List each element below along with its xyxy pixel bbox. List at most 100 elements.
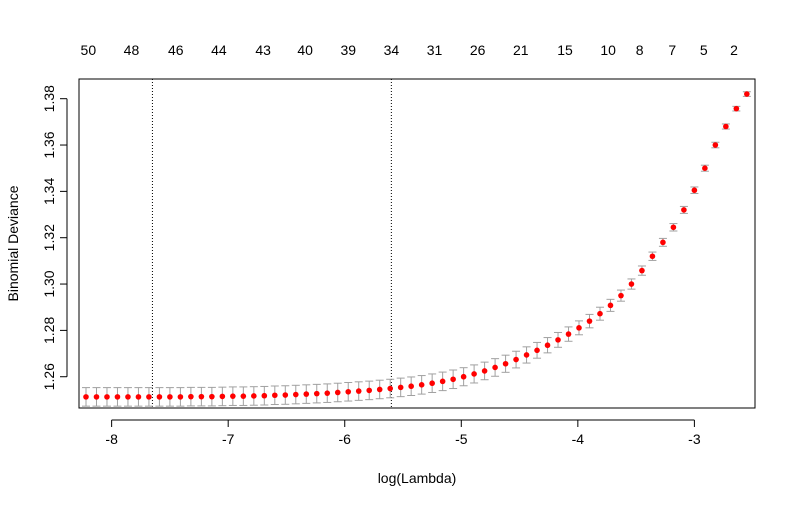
top-axis-label: 43 [255, 42, 271, 58]
data-point [345, 388, 352, 395]
data-point [418, 382, 425, 388]
data-point [513, 356, 519, 363]
data-point [744, 91, 750, 97]
data-point [439, 378, 446, 385]
data-point [292, 391, 299, 398]
data-point [555, 337, 561, 343]
top-axis-label: 50 [81, 42, 97, 58]
top-axis-label: 2 [730, 42, 738, 58]
y-tick-label: 1.32 [41, 224, 57, 251]
data-point [209, 393, 215, 400]
data-point [146, 394, 152, 400]
data-point [198, 393, 205, 400]
x-axis: -8 -7 -6 -5 -4 -3 [105, 419, 701, 447]
top-axis-label: 10 [600, 42, 616, 58]
top-axis-label: 44 [211, 42, 227, 58]
data-point [712, 142, 719, 148]
top-axis-label: 8 [636, 42, 644, 58]
data-point [251, 393, 257, 399]
top-axis-label: 48 [124, 42, 140, 58]
top-axis-label: 7 [668, 42, 676, 58]
y-tick-label: 1.28 [41, 317, 57, 344]
data-point [660, 239, 666, 246]
data-point [282, 392, 289, 398]
y-tick-label: 1.36 [41, 131, 57, 158]
y-tick-label: 1.34 [41, 178, 57, 205]
data-point [628, 281, 635, 287]
data-point [534, 347, 540, 354]
data-point [639, 267, 645, 274]
data-point [502, 360, 509, 367]
data-point [723, 123, 729, 130]
data-point [188, 393, 194, 400]
x-tick-label: -4 [572, 431, 585, 447]
top-axis-label: 15 [557, 42, 573, 58]
data-point [523, 352, 530, 358]
top-axis-label: 21 [513, 42, 529, 58]
data-point [303, 391, 310, 397]
data-point [733, 105, 740, 112]
lambda-reference-lines [151, 79, 392, 408]
data-point [272, 392, 278, 399]
y-axis-label: Binomial Deviance [5, 185, 21, 301]
top-axis-label: 40 [297, 42, 313, 58]
data-point [93, 394, 100, 400]
x-axis-label: log(Lambda) [378, 470, 457, 486]
data-points [83, 91, 750, 400]
data-point [576, 325, 582, 331]
x-tick-label: -8 [105, 431, 118, 447]
data-point [492, 364, 498, 371]
x-tick-label: -3 [688, 431, 701, 447]
data-point [586, 318, 593, 324]
data-point [597, 310, 603, 317]
data-point [334, 389, 341, 396]
y-tick-label: 1.26 [41, 363, 57, 390]
top-axis-label: 46 [168, 42, 184, 58]
data-point [471, 371, 477, 377]
data-point [219, 393, 226, 400]
data-point [544, 342, 551, 349]
data-point [313, 390, 320, 397]
data-point [177, 394, 184, 400]
data-point [387, 385, 393, 392]
data-point [408, 383, 414, 390]
data-point [83, 394, 89, 400]
top-axis-label: 34 [384, 42, 400, 58]
data-point [167, 394, 173, 400]
data-point [114, 394, 121, 400]
data-point [366, 387, 373, 394]
data-point [324, 390, 331, 396]
data-point [156, 394, 163, 400]
plot-frame [78, 78, 756, 409]
error-bars [81, 91, 751, 407]
data-point [240, 393, 247, 399]
data-point [104, 394, 110, 400]
data-point [649, 253, 656, 260]
top-axis-label: 39 [340, 42, 356, 58]
data-point [376, 386, 383, 393]
x-tick-label: -5 [455, 431, 468, 447]
data-point [681, 207, 687, 213]
data-point [565, 331, 572, 337]
data-point [125, 394, 131, 400]
data-point [618, 292, 624, 299]
data-point [460, 373, 467, 380]
data-point [230, 393, 236, 399]
y-axis: 1.26 1.28 1.30 1.32 1.34 1.36 1.38 [41, 85, 68, 390]
data-point [691, 187, 698, 194]
data-point [481, 368, 488, 374]
data-point [261, 392, 268, 399]
data-point [670, 224, 677, 231]
data-point [135, 394, 142, 400]
data-point [429, 380, 435, 387]
data-point [355, 388, 362, 394]
x-tick-label: -6 [339, 431, 352, 447]
top-axis-label: 26 [470, 42, 486, 58]
data-point [702, 165, 708, 172]
top-axis-labels: 50 48 46 44 43 40 39 34 31 26 21 15 10 8 7 5 2 [81, 42, 739, 58]
data-point [397, 384, 404, 391]
data-point [607, 302, 614, 309]
y-tick-label: 1.30 [41, 270, 57, 297]
x-tick-label: -7 [222, 431, 235, 447]
